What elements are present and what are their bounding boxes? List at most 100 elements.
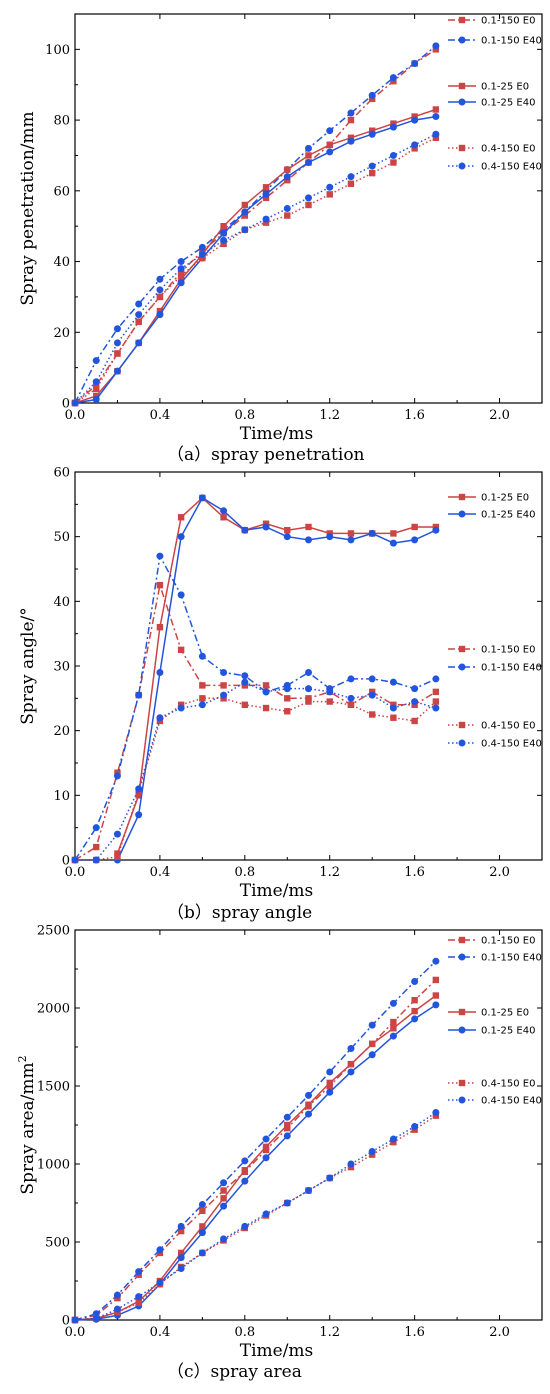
legend-marker: [458, 162, 466, 170]
series-0-4-150-E0: 0.4-150 E0: [71, 134, 535, 407]
legend-marker: [458, 721, 466, 729]
data-point: [220, 507, 228, 515]
data-point: [432, 698, 440, 705]
data-point: [241, 526, 249, 534]
data-point: [368, 711, 376, 718]
data-point: [389, 678, 397, 686]
data-point: [411, 717, 418, 725]
data-point: [411, 116, 419, 124]
series-0-1-25-E0: 0.1-25 E0: [71, 992, 529, 1324]
data-point: [156, 581, 164, 589]
series-0-1-25-E40: 0.1-25 E40: [71, 98, 535, 407]
data-point: [389, 704, 397, 712]
data-point: [135, 792, 142, 799]
x-tick-label: 0.4: [150, 865, 171, 880]
data-point: [93, 843, 100, 851]
x-tick-label: 1.2: [319, 408, 340, 423]
data-point: [198, 652, 206, 660]
data-point: [326, 1079, 333, 1087]
data-point: [411, 685, 419, 693]
data-point: [389, 74, 397, 82]
data-point: [262, 682, 270, 689]
legend-marker: [458, 1079, 466, 1087]
legend-marker: [458, 645, 466, 653]
data-point: [241, 212, 249, 219]
data-point: [305, 152, 312, 159]
x-tick-label: 2.0: [489, 865, 510, 880]
legend-label: 0.1-150 E40: [481, 663, 542, 674]
legend-label: 0.1-150 E0: [481, 16, 535, 27]
data-point: [199, 254, 206, 262]
legend-label: 0.4-150 E40: [481, 739, 542, 750]
data-point: [135, 300, 143, 308]
data-point: [156, 714, 164, 722]
legend-label: 0.1-25 E0: [481, 1008, 529, 1019]
data-point: [368, 529, 376, 537]
data-point: [135, 1293, 143, 1301]
data-point: [156, 307, 164, 315]
data-point: [92, 378, 100, 386]
data-point: [199, 682, 206, 689]
data-point: [347, 1160, 355, 1168]
data-point: [156, 275, 164, 283]
data-point: [283, 1113, 291, 1121]
data-point: [390, 159, 397, 166]
data-point: [326, 1174, 334, 1182]
y-tick-label: 0: [62, 854, 70, 869]
data-point: [411, 1123, 419, 1131]
data-point: [368, 127, 376, 134]
data-point: [262, 523, 270, 531]
data-point: [220, 668, 228, 676]
series-line: [74, 137, 437, 404]
data-point: [241, 201, 249, 209]
data-point: [199, 247, 206, 255]
data-point: [432, 1109, 440, 1117]
data-point: [177, 1254, 185, 1262]
data-point: [326, 1068, 334, 1076]
data-point: [156, 624, 164, 631]
legend-label: 0.4-150 E0: [481, 721, 535, 732]
data-point: [71, 1316, 79, 1324]
data-point: [177, 279, 185, 287]
series-line: [74, 108, 437, 404]
x-tick-label: 0.4: [150, 1325, 171, 1340]
data-point: [389, 1135, 397, 1143]
data-point: [305, 1101, 312, 1108]
data-point: [93, 392, 100, 400]
data-point: [177, 591, 185, 599]
data-point: [241, 226, 249, 234]
data-point: [262, 1210, 270, 1218]
data-point: [220, 691, 228, 699]
data-point: [93, 385, 100, 393]
data-point: [347, 134, 355, 141]
data-point: [326, 127, 334, 135]
y-tick-label: 80: [53, 114, 70, 129]
data-point: [241, 1167, 249, 1174]
data-point: [389, 999, 397, 1007]
data-point: [220, 1235, 228, 1243]
data-point: [347, 530, 355, 537]
legend-marker: [458, 98, 466, 106]
data-point: [177, 1249, 185, 1257]
data-point: [113, 325, 121, 333]
data-point: [177, 514, 185, 521]
data-point: [390, 530, 397, 537]
y-tick-label: 40: [53, 595, 70, 610]
data-point: [368, 1148, 376, 1156]
data-point: [135, 785, 143, 793]
y-tick-label: 60: [53, 184, 70, 199]
data-point: [368, 691, 376, 699]
legend-marker: [458, 953, 466, 961]
x-tick-label: 1.6: [404, 865, 425, 880]
series-line: [74, 115, 437, 404]
data-point: [113, 1305, 121, 1313]
data-point: [283, 685, 291, 693]
legend-label: 0.1-25 E40: [481, 510, 535, 521]
data-point: [305, 159, 312, 167]
legend-label: 0.1-150 E40: [481, 36, 542, 47]
legend-label: 0.4-150 E0: [481, 1079, 535, 1090]
series-0-1-150-E0: 0.1-150 E0: [71, 936, 535, 1324]
data-point: [326, 698, 333, 705]
legend-marker: [458, 82, 466, 90]
